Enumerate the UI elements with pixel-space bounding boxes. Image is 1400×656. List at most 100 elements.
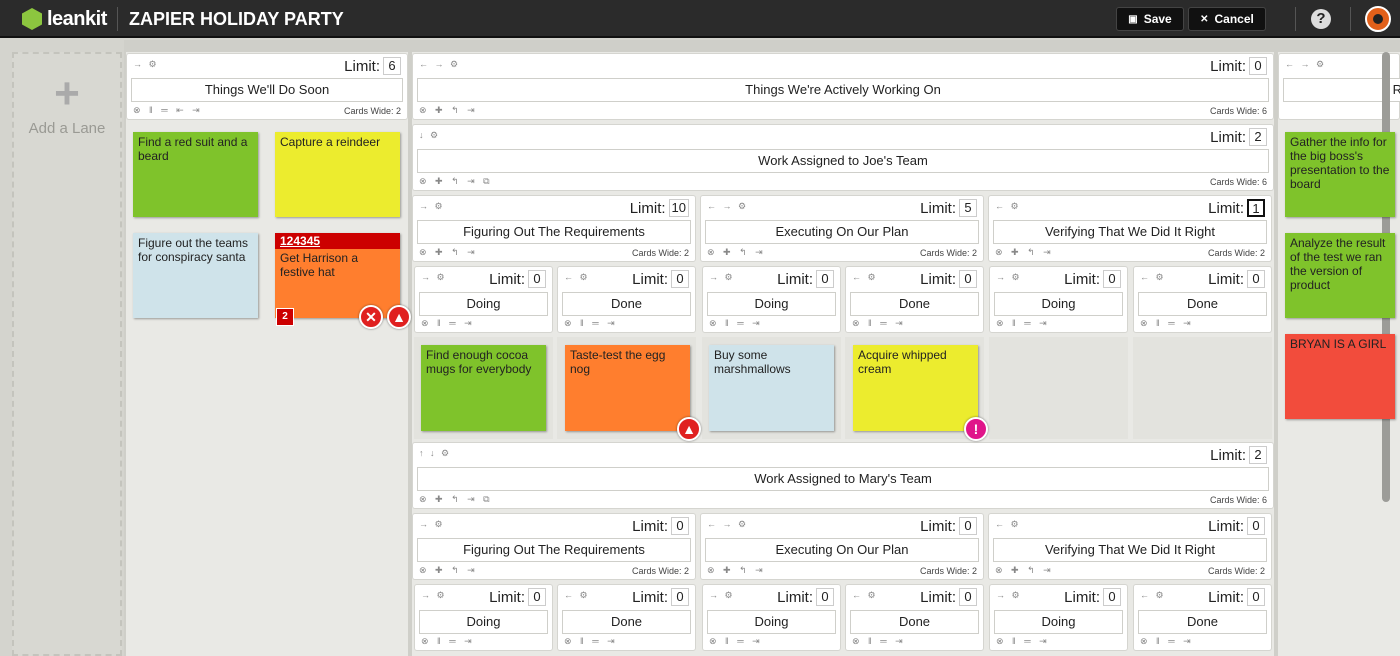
sublane-title[interactable]: Done — [850, 292, 979, 316]
lane-title[interactable]: R — [1283, 78, 1400, 102]
lane-action-icons[interactable]: ⊗ ✚ ↰ ⇥ — [419, 105, 478, 115]
lane-limit[interactable]: Limit: 5 — [920, 199, 977, 217]
lane-header-mary-executing: ← → ⚙ Limit: 0 Executing On Our Plan ⊗ ✚ … — [700, 513, 984, 580]
lane-limit[interactable]: Limit: 2 — [1210, 128, 1267, 146]
lane-limit[interactable]: Limit: 0 — [1210, 57, 1267, 75]
sublane-title[interactable]: Doing — [707, 610, 836, 634]
plus-icon: + — [54, 69, 80, 118]
lane-title[interactable]: Things We're Actively Working On — [417, 78, 1269, 102]
lane-header-mary: ↑ ↓ ⚙ Limit: 2 Work Assigned to Mary's Te… — [412, 442, 1274, 509]
lane-action-icons[interactable]: ⊗ ✚ ↰ ⇥ ⧉ — [419, 176, 493, 186]
sublane-title[interactable]: Doing — [707, 292, 836, 316]
lane-action-icons[interactable]: ⊗ ✚ ↰ ⇥ — [419, 247, 478, 257]
card[interactable]: Capture a reindeer — [275, 132, 400, 217]
lane-limit[interactable]: Limit: 1 — [1208, 199, 1265, 217]
priority-high-icon: ▲ — [387, 305, 411, 329]
sublane-title[interactable]: Done — [562, 610, 691, 634]
lane-action-icons[interactable]: ⊗ ‖ ═ ⇤ ⇥ — [133, 105, 203, 115]
lane-move-icons[interactable]: → ⚙ — [133, 59, 159, 69]
board-title: ZAPIER HOLIDAY PARTY — [129, 9, 344, 29]
lane-title[interactable]: Figuring Out The Requirements — [417, 220, 691, 244]
lane-header-mary-requirements: → ⚙ Limit: 0 Figuring Out The Requirement… — [412, 513, 696, 580]
lane-header-joe: ↓ ⚙ Limit: 2 Work Assigned to Joe's Team … — [412, 124, 1274, 191]
lane-action-icons[interactable]: ⊗ ✚ ↰ ⇥ ⧉ — [419, 494, 493, 504]
help-icon[interactable]: ? — [1311, 9, 1331, 29]
sublane-body[interactable] — [1133, 337, 1272, 439]
lane-title[interactable]: Work Assigned to Mary's Team — [417, 467, 1269, 491]
lane-move-icons[interactable]: ← → ⚙ — [707, 201, 749, 211]
lane-title[interactable]: Verifying That We Did It Right — [993, 538, 1267, 562]
lane-title[interactable]: Figuring Out The Requirements — [417, 538, 691, 562]
card[interactable]: Buy some marshmallows — [709, 345, 834, 431]
sublane-title[interactable]: Doing — [994, 292, 1123, 316]
card[interactable]: 124345 Get Harrison a festive hat — [275, 233, 400, 318]
lane-action-icons[interactable]: ⊗ ✚ ↰ ⇥ — [707, 247, 766, 257]
lane-title[interactable]: Work Assigned to Joe's Team — [417, 149, 1269, 173]
sublane-header: → ⚙ Limit: 0 Doing ⊗ ‖ ═ ⇥ — [414, 266, 553, 333]
sublane-title[interactable]: Done — [1138, 610, 1267, 634]
lane-move-icons[interactable]: ↑ ↓ ⚙ — [419, 448, 452, 458]
cards-wide: Cards Wide: 6 — [1209, 106, 1267, 116]
cards-wide: Cards Wide: 2 — [631, 248, 689, 258]
lane-title[interactable]: Executing On Our Plan — [705, 538, 979, 562]
sublane-header: ← ⚙ Limit: 0 Done ⊗ ‖ ═ ⇥ — [845, 584, 984, 651]
sublane-title[interactable]: Done — [1138, 292, 1267, 316]
lane-move-icons[interactable]: ← → ⚙ — [419, 59, 461, 69]
sublane-header: ← ⚙ Limit: 0 Done ⊗ ‖ ═ ⇥ — [557, 266, 696, 333]
sublane-title[interactable]: Doing — [419, 292, 548, 316]
blocked-icon: ✕ — [359, 305, 383, 329]
brand-name: leankit — [47, 7, 107, 30]
card-text: Get Harrison a festive hat — [280, 251, 359, 279]
card-id[interactable]: 124345 — [275, 233, 400, 249]
sublane-header: ← ⚙ Limit: 0 Done ⊗ ‖ ═ ⇥ — [1133, 266, 1272, 333]
sublane-header: → ⚙ Limit: 0 Doing ⊗ ‖ ═ ⇥ — [702, 584, 841, 651]
card[interactable]: BRYAN IS A GIRL — [1285, 334, 1395, 419]
cards-wide: Cards Wide: 6 — [1209, 177, 1267, 187]
sublane-header: → ⚙ Limit: 0 Doing ⊗ ‖ ═ ⇥ — [989, 266, 1128, 333]
lane-header-right: ← → ⚙ R — [1278, 53, 1400, 120]
lane-limit[interactable]: Limit: 10 — [630, 199, 689, 217]
lane-limit[interactable]: Limit: 6 — [344, 57, 401, 75]
card[interactable]: Gather the info for the big boss's prese… — [1285, 132, 1395, 217]
leankit-logo[interactable]: leankit — [22, 7, 107, 31]
sublane-title[interactable]: Done — [850, 610, 979, 634]
lane-limit[interactable]: Limit: 2 — [1210, 446, 1267, 464]
save-button[interactable]: ▣ Save — [1116, 7, 1184, 31]
divider — [117, 7, 118, 31]
cards-wide: Cards Wide: 6 — [1209, 495, 1267, 505]
lane-header-joe-executing: ← → ⚙ Limit: 5 Executing On Our Plan ⊗ ✚ … — [700, 195, 984, 262]
card[interactable]: Taste-test the egg nog — [565, 345, 690, 431]
cards-wide: Cards Wide: 2 — [343, 106, 401, 116]
card[interactable]: Find enough cocoa mugs for everybody — [421, 345, 546, 431]
card[interactable]: Find a red suit and a beard — [133, 132, 258, 217]
lane-title[interactable]: Executing On Our Plan — [705, 220, 979, 244]
lane-move-icons[interactable]: ↓ ⚙ — [419, 130, 441, 140]
card[interactable]: Analyze the result of the test we ran th… — [1285, 233, 1395, 318]
sublane-header: → ⚙ Limit: 0 Doing ⊗ ‖ ═ ⇥ — [702, 266, 841, 333]
sublane-title[interactable]: Doing — [994, 610, 1123, 634]
critical-icon: ! — [964, 417, 988, 441]
add-lane-button[interactable]: + Add a Lane — [12, 52, 122, 656]
sublane-body[interactable] — [989, 337, 1128, 439]
sublane-header: ← ⚙ Limit: 0 Done ⊗ ‖ ═ ⇥ — [1133, 584, 1272, 651]
sublane-header: ← ⚙ Limit: 0 Done ⊗ ‖ ═ ⇥ — [557, 584, 696, 651]
sublane-title[interactable]: Doing — [419, 610, 548, 634]
lane-header-active: ← → ⚙ Limit: 0 Things We're Actively Work… — [412, 53, 1274, 120]
priority-high-icon: ▲ — [677, 417, 701, 441]
lane-move-icons[interactable]: ← ⚙ — [995, 201, 1021, 211]
sublane-header: → ⚙ Limit: 0 Doing ⊗ ‖ ═ ⇥ — [414, 584, 553, 651]
divider — [1350, 7, 1351, 31]
card[interactable]: Acquire whipped cream — [853, 345, 978, 431]
lane-move-icons[interactable]: → ⚙ — [419, 201, 445, 211]
lane-header-joe-verifying: ← ⚙ Limit: 1 Verifying That We Did It Rig… — [988, 195, 1272, 262]
avatar[interactable] — [1365, 6, 1391, 32]
cancel-button[interactable]: ✕ Cancel — [1188, 7, 1266, 31]
card[interactable]: Figure out the teams for conspiracy sant… — [133, 233, 258, 318]
lane-title[interactable]: Things We'll Do Soon — [131, 78, 403, 102]
save-icon: ▣ — [1128, 13, 1138, 25]
lane-title[interactable]: Verifying That We Did It Right — [993, 220, 1267, 244]
sublane-title[interactable]: Done — [562, 292, 691, 316]
card-count-badge: 2 — [276, 308, 294, 326]
sublane-header: → ⚙ Limit: 0 Doing ⊗ ‖ ═ ⇥ — [989, 584, 1128, 651]
lane-action-icons[interactable]: ⊗ ✚ ↰ ⇥ — [995, 247, 1054, 257]
